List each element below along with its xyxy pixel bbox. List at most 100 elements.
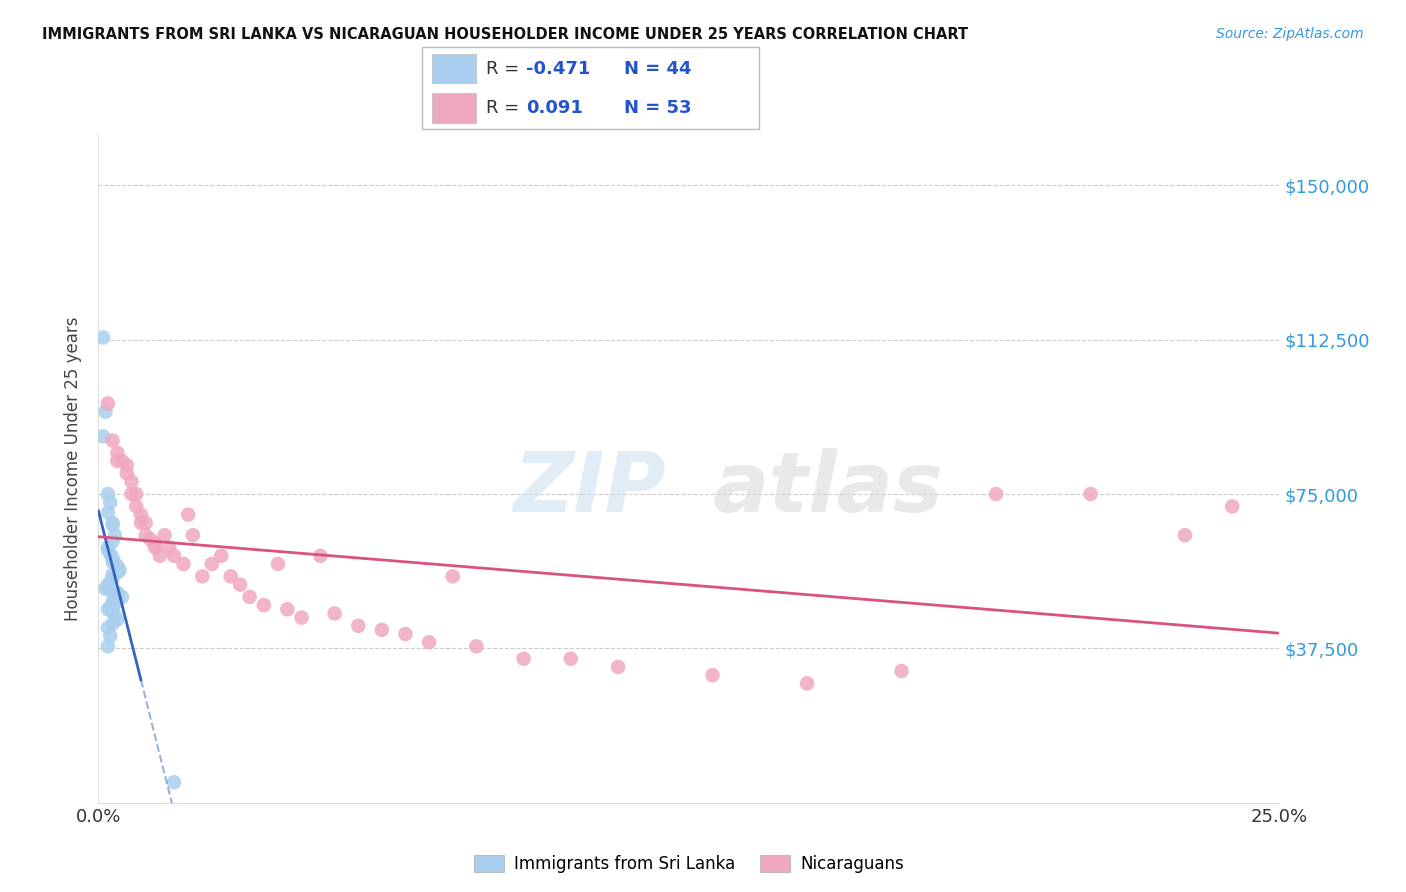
Point	[101, 594, 124, 608]
Point	[105, 561, 128, 575]
Point	[105, 586, 128, 600]
Point	[101, 534, 124, 549]
Point	[1080, 487, 1102, 501]
Point	[98, 547, 121, 561]
Point	[97, 542, 120, 557]
Point	[890, 664, 912, 678]
Point	[104, 557, 127, 571]
Point	[135, 528, 157, 542]
Point	[101, 517, 124, 532]
Point	[115, 458, 138, 473]
Point	[157, 541, 180, 555]
Point	[105, 446, 128, 460]
Point	[125, 487, 148, 501]
Point	[229, 577, 252, 591]
Point	[101, 434, 124, 448]
Text: R =: R =	[486, 99, 530, 117]
Point	[129, 516, 152, 530]
Point	[101, 571, 124, 585]
Point	[97, 602, 120, 616]
FancyBboxPatch shape	[432, 94, 475, 123]
Text: Source: ZipAtlas.com: Source: ZipAtlas.com	[1216, 27, 1364, 41]
Point	[441, 569, 464, 583]
Point	[371, 623, 394, 637]
Point	[135, 516, 157, 530]
Point	[97, 640, 120, 654]
Point	[105, 454, 128, 468]
Point	[91, 429, 114, 443]
Point	[98, 629, 121, 643]
Point	[191, 569, 214, 583]
Point	[121, 475, 143, 489]
FancyBboxPatch shape	[422, 47, 759, 129]
Point	[209, 549, 232, 563]
Point	[125, 500, 148, 514]
Point	[181, 528, 204, 542]
Point	[98, 600, 121, 615]
Text: R =: R =	[486, 60, 524, 78]
Y-axis label: Householder Income Under 25 years: Householder Income Under 25 years	[65, 316, 83, 621]
Point	[111, 590, 134, 604]
Point	[104, 528, 127, 542]
Point	[153, 528, 176, 542]
Point	[796, 676, 818, 690]
Point	[129, 508, 152, 522]
Point	[94, 582, 117, 596]
Point	[101, 616, 124, 631]
Point	[104, 608, 127, 623]
Point	[984, 487, 1007, 501]
Point	[91, 330, 114, 344]
Text: IMMIGRANTS FROM SRI LANKA VS NICARAGUAN HOUSEHOLDER INCOME UNDER 25 YEARS CORREL: IMMIGRANTS FROM SRI LANKA VS NICARAGUAN …	[42, 27, 969, 42]
Point	[101, 567, 124, 582]
Point	[143, 536, 166, 550]
Point	[607, 660, 630, 674]
Point	[253, 598, 276, 612]
Point	[267, 557, 290, 571]
FancyBboxPatch shape	[432, 54, 475, 83]
Point	[97, 396, 120, 410]
Point	[1220, 500, 1243, 514]
Point	[121, 487, 143, 501]
Text: atlas: atlas	[713, 448, 943, 529]
Point	[347, 619, 370, 633]
Point	[139, 533, 162, 547]
Legend: Immigrants from Sri Lanka, Nicaraguans: Immigrants from Sri Lanka, Nicaraguans	[465, 847, 912, 881]
Point	[97, 541, 120, 555]
Point	[163, 549, 186, 563]
Point	[97, 580, 120, 594]
Point	[98, 575, 121, 590]
Point	[105, 566, 128, 580]
Point	[111, 454, 134, 468]
Point	[101, 550, 124, 565]
Point	[219, 569, 242, 583]
Point	[101, 555, 124, 569]
Point	[512, 651, 534, 665]
Point	[105, 592, 128, 607]
Point	[115, 467, 138, 481]
Point	[105, 588, 128, 602]
Point	[177, 508, 200, 522]
Point	[201, 557, 224, 571]
Point	[97, 577, 120, 591]
Point	[149, 549, 172, 563]
Point	[418, 635, 440, 649]
Point	[98, 495, 121, 509]
Point	[101, 516, 124, 530]
Point	[101, 598, 124, 612]
Point	[276, 602, 298, 616]
Text: ZIP: ZIP	[513, 448, 665, 529]
Point	[172, 557, 194, 571]
Point	[104, 596, 127, 610]
Point	[101, 583, 124, 598]
Text: -0.471: -0.471	[526, 60, 591, 78]
Point	[101, 604, 124, 618]
Text: 0.091: 0.091	[526, 99, 583, 117]
Point	[105, 613, 128, 627]
Point	[143, 541, 166, 555]
Point	[309, 549, 332, 563]
Text: N = 53: N = 53	[624, 99, 692, 117]
Point	[323, 607, 346, 621]
Point	[560, 651, 582, 665]
Point	[97, 506, 120, 520]
Point	[94, 405, 117, 419]
